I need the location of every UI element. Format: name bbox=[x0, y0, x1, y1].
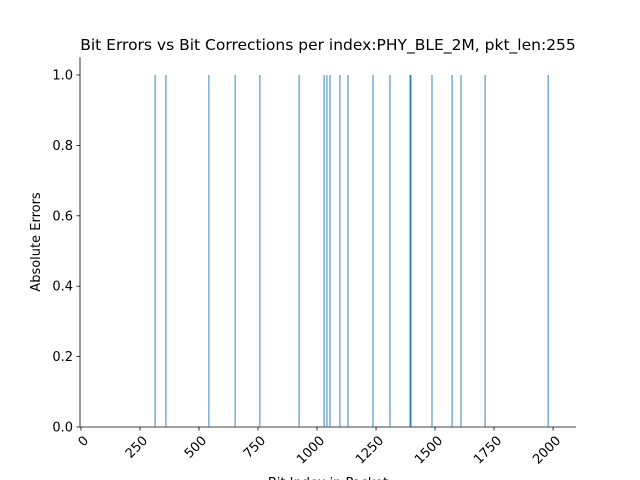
y-tick-label: 1.0 bbox=[52, 69, 73, 84]
bar bbox=[460, 75, 462, 427]
bar bbox=[208, 75, 210, 427]
bar bbox=[323, 75, 325, 427]
bar bbox=[298, 75, 300, 427]
bar bbox=[165, 75, 167, 427]
bar bbox=[259, 75, 261, 427]
bar bbox=[154, 75, 156, 427]
x-axis-label: Bit Index in Packet bbox=[268, 476, 388, 480]
y-tick-label: 0.6 bbox=[52, 209, 73, 224]
bar bbox=[484, 75, 486, 427]
bar bbox=[347, 75, 349, 427]
y-axis-label: Absolute Errors bbox=[29, 192, 44, 292]
y-tick-label: 0.0 bbox=[52, 421, 73, 436]
bar bbox=[234, 75, 236, 427]
bar bbox=[409, 75, 411, 427]
bar bbox=[547, 75, 549, 427]
bar bbox=[451, 75, 453, 427]
y-tick-label: 0.8 bbox=[52, 139, 73, 154]
bar bbox=[329, 75, 331, 427]
chart-title: Bit Errors vs Bit Corrections per index:… bbox=[80, 36, 576, 55]
bar bbox=[339, 75, 341, 427]
bar bbox=[431, 75, 433, 427]
bar bbox=[372, 75, 374, 427]
y-tick-label: 0.4 bbox=[52, 280, 73, 295]
bar bbox=[326, 75, 328, 427]
y-tick-label: 0.2 bbox=[52, 350, 73, 365]
bar bbox=[389, 75, 391, 427]
bar bbox=[410, 75, 412, 427]
